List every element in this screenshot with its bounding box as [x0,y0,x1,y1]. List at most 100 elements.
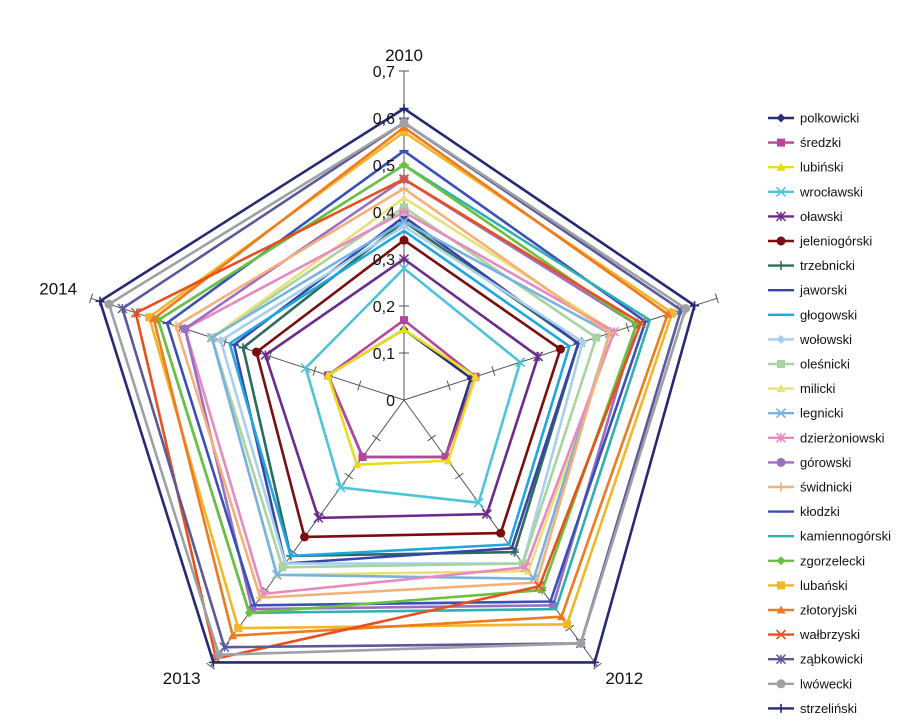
legend-item: trzebnicki [768,258,855,273]
axis-tick [312,366,317,376]
data-point [776,384,786,393]
data-point [533,351,544,362]
data-point [300,532,310,542]
data-point [775,408,787,419]
data-point [352,460,362,469]
data-point [471,372,481,381]
data-point [358,453,367,462]
data-point [776,482,786,492]
data-point [238,343,248,353]
tick-label: 0,5 [373,158,395,175]
series-line [174,186,612,600]
data-point [776,556,786,566]
data-point [592,333,601,342]
axis-tick [372,434,381,442]
legend-item: dzierżoniowski [768,430,885,445]
tick-label: 0,1 [373,346,395,363]
data-point [777,581,785,590]
series-4 [260,253,544,523]
legend-item: milicki [768,381,835,396]
data-point [663,309,673,318]
series-line [183,177,638,611]
legend-label: kamiennogórski [800,529,891,544]
axis-tick [454,472,464,480]
legend-item: polkowicki [768,111,859,126]
axis-label-2010: 2010 [385,46,423,65]
series-15 [171,184,615,603]
axis-tick [491,366,496,376]
data-point [399,325,409,333]
legend-label: średzki [800,135,841,150]
data-point [520,562,531,573]
data-point [590,657,600,667]
axis-tick [89,293,94,304]
axis-tick [427,434,436,442]
data-point [635,317,646,329]
legend-item: świdnicki [768,480,852,495]
tick-label: 0,4 [373,205,395,222]
legend-item: wrocławski [768,184,863,199]
data-point [214,650,224,660]
axis-tick [267,351,272,362]
data-point [690,301,700,311]
legend-label: złotoryjski [800,603,857,618]
legend-item: legnicki [768,406,843,421]
data-point [576,638,586,648]
legend-label: wrocławski [799,184,863,199]
legend-label: wołowski [799,332,852,347]
data-point [398,216,410,227]
axis-tick [357,380,362,391]
series-line [210,219,612,581]
tick-label: 0,3 [373,252,395,269]
series-layer [95,104,700,667]
legend-label: górowski [800,455,851,470]
legend-item: średzki [768,135,841,150]
data-point [515,357,526,368]
series-3 [300,263,526,508]
data-point [399,184,409,193]
data-point [399,193,409,202]
data-point [208,657,218,667]
tick-label: 0 [386,393,395,410]
legend-label: dzierżoniowski [800,430,885,445]
axis-tick [178,322,183,333]
legend-label: ząbkowicki [800,652,863,667]
data-point [399,160,409,170]
data-point [776,162,786,171]
series-line [228,229,571,558]
data-point [145,313,154,322]
data-point [244,608,254,618]
data-point [775,629,787,640]
series-line [326,327,478,466]
series-line [255,238,562,539]
data-point [234,624,243,633]
series-line [98,107,697,664]
tick-label: 0,7 [373,64,395,81]
data-point [95,296,105,306]
data-point [398,206,410,218]
data-point [776,334,786,344]
legend-label: legnicki [800,406,843,421]
series-line [210,196,616,577]
tick-label: 0,6 [373,111,395,128]
legend-item: wołowski [768,332,852,347]
data-point [496,528,506,538]
legend-label: jaworski [799,283,847,298]
legend-label: lubański [800,578,848,593]
data-point [228,631,238,640]
data-point [473,497,484,508]
data-point [399,104,409,114]
series-23 [104,118,691,660]
axis-tick [223,336,228,347]
axis-tick [289,548,298,556]
legend-label: oleśnicki [800,357,850,372]
axis-tick [446,380,451,391]
series-2 [323,325,481,469]
legend-item: zgorzelecki [768,553,865,568]
data-point [562,620,571,629]
legend-item: strzeliński [768,701,857,716]
legend-label: strzeliński [800,701,857,716]
data-point [117,303,128,314]
series-8 [228,229,571,558]
